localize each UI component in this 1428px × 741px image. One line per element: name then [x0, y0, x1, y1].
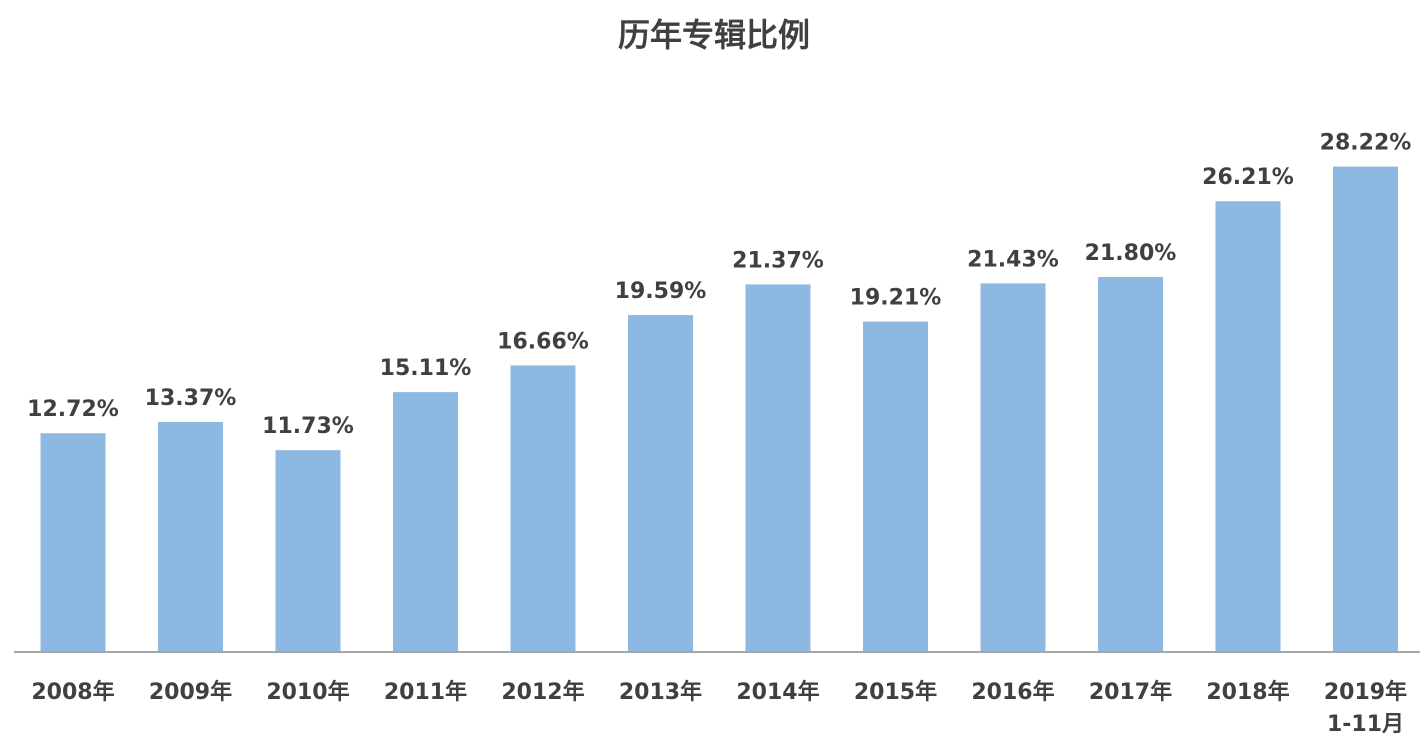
value-label-3: 15.11% — [380, 356, 472, 381]
x-tick-label-1: 2009年 — [149, 679, 232, 705]
bar-11 — [1333, 166, 1398, 652]
value-label-8: 21.43% — [967, 247, 1059, 272]
x-tick-label-6: 2014年 — [736, 679, 819, 705]
x-tick-label-8-line-0: 2016年 — [971, 679, 1054, 705]
value-label-11: 28.22% — [1320, 131, 1412, 156]
x-tick-label-5: 2013年 — [619, 679, 702, 705]
value-label-5: 19.59% — [615, 279, 707, 304]
bar-8 — [980, 283, 1046, 652]
bar-7 — [863, 321, 928, 652]
x-tick-label-3-line-0: 2011年 — [384, 679, 467, 705]
value-label-1: 13.37% — [145, 386, 237, 411]
x-tick-label-9: 2017年 — [1089, 679, 1172, 705]
x-tick-label-2: 2010年 — [266, 679, 349, 705]
value-label-4: 16.66% — [497, 329, 589, 354]
bar-0 — [40, 433, 106, 652]
bar-10 — [1215, 201, 1281, 652]
bar-4 — [510, 365, 576, 652]
bar-6 — [745, 284, 811, 652]
x-tick-label-4: 2012年 — [501, 679, 584, 705]
bar-3 — [393, 392, 458, 652]
chart-title: 历年专辑比例 — [618, 16, 810, 54]
x-tick-label-2-line-0: 2010年 — [266, 679, 349, 705]
bar-1 — [158, 422, 223, 652]
x-tick-label-1-line-0: 2009年 — [149, 679, 232, 705]
x-tick-label-10-line-0: 2018年 — [1206, 679, 1289, 705]
x-tick-label-4-line-0: 2012年 — [501, 679, 584, 705]
x-tick-labels-group: 2008年 2009年 2010年 2011年 2012年 2013年 2014年 2015年… — [31, 679, 1407, 737]
x-tick-label-7-line-0: 2015年 — [854, 679, 937, 705]
value-label-0: 12.72% — [27, 397, 119, 422]
x-tick-label-5-line-0: 2013年 — [619, 679, 702, 705]
x-tick-label-0: 2008年 — [31, 679, 114, 705]
bar-2 — [275, 450, 341, 652]
x-tick-label-8: 2016年 — [971, 679, 1054, 705]
x-tick-label-11-line-0: 2019年 — [1324, 679, 1407, 705]
x-tick-label-10: 2018年 — [1206, 679, 1289, 705]
x-tick-label-3: 2011年 — [384, 679, 467, 705]
value-label-9: 21.80% — [1085, 241, 1177, 266]
x-tick-label-11-line-1: 1-11月 — [1327, 712, 1404, 737]
x-tick-label-9-line-0: 2017年 — [1089, 679, 1172, 705]
bars-group — [40, 166, 1398, 652]
bar-5 — [628, 315, 693, 652]
value-labels-group: 12.72% 13.37% 11.73% 15.11% 16.66% 19.59% 21.3… — [27, 131, 1411, 440]
value-label-2: 11.73% — [262, 414, 354, 439]
value-label-6: 21.37% — [732, 248, 824, 273]
value-label-10: 26.21% — [1202, 165, 1294, 190]
x-tick-label-0-line-0: 2008年 — [31, 679, 114, 705]
x-tick-label-6-line-0: 2014年 — [736, 679, 819, 705]
bar-9 — [1098, 277, 1163, 652]
x-tick-label-7: 2015年 — [854, 679, 937, 705]
value-label-7: 19.21% — [850, 286, 942, 311]
x-tick-label-11: 2019年 1-11月 — [1324, 679, 1407, 737]
